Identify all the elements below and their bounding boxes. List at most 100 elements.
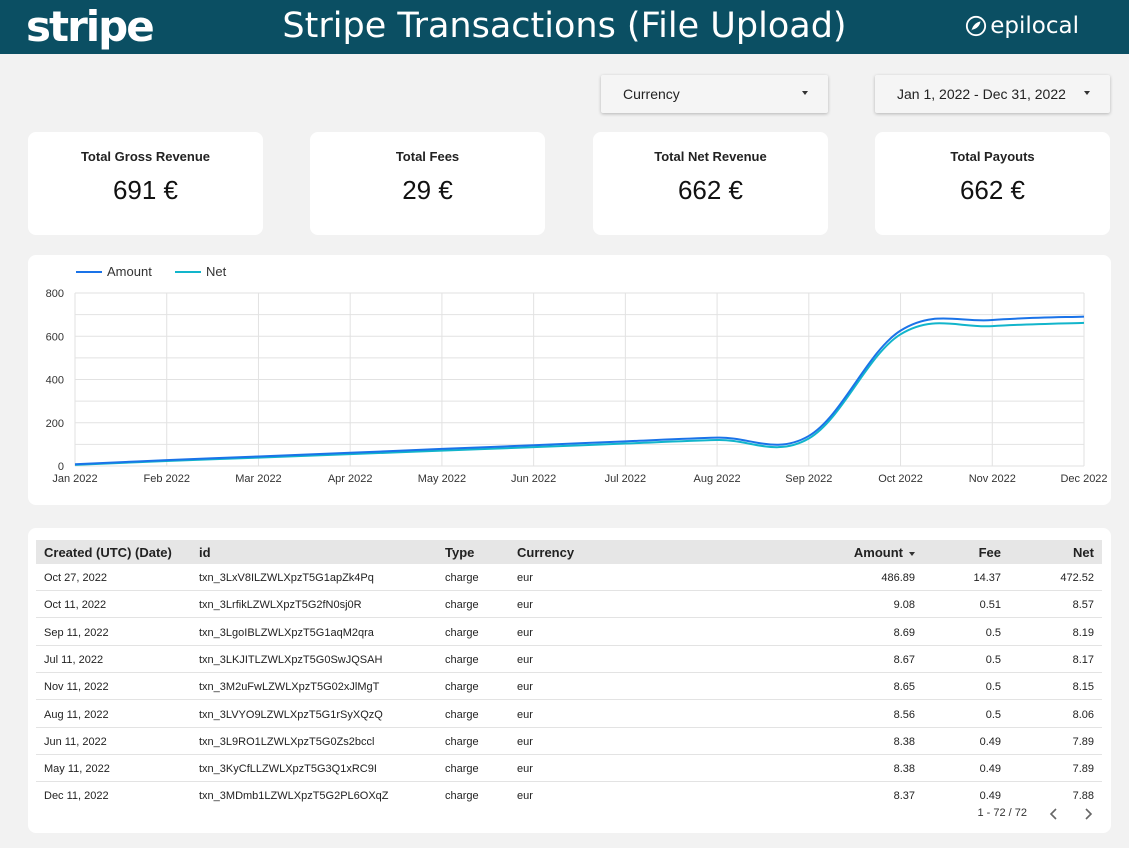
kpi-card-gross-revenue: Total Gross Revenue 691 €: [28, 132, 263, 235]
cell-net: 472.52: [1060, 572, 1094, 584]
table-row[interactable]: Oct 27, 2022 txn_3LxV8ILZWLXpzT5G1apZk4Pq…: [36, 564, 1102, 591]
cell-fee: 0.49: [979, 763, 1001, 776]
cell-fee: 0.5: [985, 626, 1001, 639]
cell-type: charge: [445, 572, 479, 584]
column-header-currency[interactable]: Currency: [517, 545, 575, 560]
column-header-date[interactable]: Created (UTC) (Date): [44, 545, 172, 560]
cell-net: 8.19: [1072, 626, 1094, 639]
table-row[interactable]: Dec 11, 2022 txn_3MDmb1LZWLXpzT5G2PL6OXqZ…: [36, 782, 1102, 802]
table-body: Oct 27, 2022 txn_3LxV8ILZWLXpzT5G1apZk4Pq…: [36, 564, 1102, 802]
cell-currency: eur: [517, 790, 533, 802]
pagination-label: 1 - 72 / 72: [977, 807, 1027, 819]
cell-type: charge: [445, 681, 479, 694]
kpi-value: 662 €: [677, 175, 744, 205]
page-title: Stripe Transactions (File Upload): [282, 6, 847, 46]
table-header: Created (UTC) (Date) id Type Currency Am…: [36, 540, 1102, 564]
x-tick-label: Dec 2022: [1060, 473, 1107, 485]
y-tick-label: 0: [58, 461, 64, 473]
cell-currency: eur: [517, 599, 533, 612]
series-line-net: [74, 321, 1085, 466]
column-header-type[interactable]: Type: [445, 545, 475, 560]
column-header-id[interactable]: id: [199, 545, 211, 560]
cell-id: txn_3MDmb1LZWLXpzT5G2PL6OXqZ: [199, 790, 389, 802]
y-tick-label: 800: [46, 288, 64, 300]
cell-date: Jun 11, 2022: [44, 735, 107, 748]
cell-fee: 0.51: [979, 599, 1001, 612]
cell-amount: 8.69: [893, 626, 915, 639]
brand-name: epilocal: [990, 13, 1079, 39]
currency-filter-dropdown[interactable]: Currency: [601, 75, 828, 113]
cell-fee: 0.49: [979, 790, 1001, 802]
cell-date: Jul 11, 2022: [44, 653, 104, 666]
date-range-picker[interactable]: Jan 1, 2022 - Dec 31, 2022: [875, 75, 1110, 113]
kpi-label: Total Net Revenue: [654, 149, 767, 164]
cell-amount: 8.56: [893, 708, 915, 721]
kpi-card-payouts: Total Payouts 662 €: [875, 132, 1110, 235]
transactions-table-panel: Created (UTC) (Date) id Type Currency Am…: [28, 528, 1111, 833]
table-row[interactable]: Aug 11, 2022 txn_3LVYO9LZWLXpzT5G1rSyXQzQ…: [36, 701, 1102, 728]
cell-date: May 11, 2022: [44, 763, 110, 776]
cell-type: charge: [445, 599, 479, 612]
legend-label: Net: [206, 264, 227, 279]
table-row[interactable]: Nov 11, 2022 txn_3M2uFwLZWLXpzT5G02xJlMgT…: [36, 673, 1102, 701]
cell-net: 8.06: [1072, 708, 1094, 721]
legend-label: Amount: [107, 264, 152, 279]
table-row[interactable]: May 11, 2022 txn_3KyCfLLZWLXpzT5G3Q1xRC9I…: [36, 755, 1102, 783]
cell-currency: eur: [517, 735, 533, 748]
revenue-line-chart-panel: 0 200 400 600 800 Jan 2022 Feb 2022 Mar 2022 Apr…: [28, 255, 1111, 505]
cell-fee: 0.49: [979, 735, 1001, 748]
sort-desc-icon: [909, 551, 915, 556]
kpi-label: Total Fees: [395, 149, 460, 164]
kpi-label: Total Gross Revenue: [80, 149, 211, 164]
column-header-amount-label: Amount: [853, 545, 903, 560]
cell-id: txn_3LrfikLZWLXpzT5G2fN0sj0R: [199, 599, 362, 612]
cell-amount: 8.38: [893, 735, 915, 748]
y-tick-label: 600: [46, 331, 64, 343]
kpi-value: 662 €: [959, 175, 1026, 205]
cell-id: txn_3M2uFwLZWLXpzT5G02xJlMgT: [199, 681, 380, 694]
cell-currency: eur: [517, 708, 533, 721]
x-tick-label: Oct 2022: [878, 473, 923, 485]
table-row[interactable]: Jun 11, 2022 txn_3L9RO1LZWLXpzT5G0Zs2bccl…: [36, 728, 1102, 755]
cell-type: charge: [445, 763, 479, 776]
table-row[interactable]: Jul 11, 2022 txn_3LKJITLZWLXpzT5G0SwJQSAH…: [36, 646, 1102, 673]
date-range-label: Jan 1, 2022 - Dec 31, 2022: [897, 86, 1066, 102]
column-header-net[interactable]: Net: [1073, 545, 1094, 560]
x-tick-label: Mar 2022: [235, 473, 281, 485]
x-tick-label: Nov 2022: [969, 473, 1016, 485]
chevron-left-icon[interactable]: [1047, 806, 1061, 822]
x-tick-label: Jul 2022: [605, 473, 647, 485]
cell-date: Nov 11, 2022: [44, 681, 109, 694]
y-tick-label: 400: [46, 375, 64, 387]
cell-net: 7.89: [1072, 735, 1094, 748]
cell-date: Oct 27, 2022: [44, 572, 107, 584]
epilocal-leaf-icon: [966, 15, 987, 37]
table-row[interactable]: Oct 11, 2022 txn_3LrfikLZWLXpzT5G2fN0sj0R…: [36, 591, 1102, 619]
cell-currency: eur: [517, 681, 533, 694]
cell-currency: eur: [517, 763, 533, 776]
cell-type: charge: [445, 653, 479, 666]
x-tick-label: Aug 2022: [694, 473, 741, 485]
cell-amount: 9.08: [893, 599, 915, 612]
cell-id: txn_3KyCfLLZWLXpzT5G3Q1xRC9I: [199, 763, 377, 776]
table-row[interactable]: Sep 11, 2022 txn_3LgoIBLZWLXpzT5G1aqM2qra…: [36, 619, 1102, 646]
cell-date: Oct 11, 2022: [44, 599, 107, 612]
cell-date: Dec 11, 2022: [44, 790, 109, 802]
cell-type: charge: [445, 708, 479, 721]
kpi-label: Total Payouts: [950, 149, 1035, 164]
cell-net: 8.17: [1072, 653, 1094, 666]
cell-id: txn_3LVYO9LZWLXpzT5G1rSyXQzQ: [199, 708, 383, 721]
cell-type: charge: [445, 735, 479, 748]
column-header-fee[interactable]: Fee: [978, 545, 1001, 560]
stripe-logo: stripe: [26, 2, 155, 51]
cell-net: 8.15: [1072, 681, 1094, 694]
column-header-amount[interactable]: Amount: [854, 545, 915, 560]
cell-date: Sep 11, 2022: [44, 626, 109, 639]
x-tick-label: Feb 2022: [143, 473, 189, 485]
cell-net: 7.88: [1072, 790, 1094, 802]
cell-date: Aug 11, 2022: [44, 708, 109, 721]
epilocal-logo: epilocal: [965, 13, 1079, 39]
chevron-right-icon[interactable]: [1081, 806, 1095, 822]
kpi-value: 691 €: [112, 175, 179, 205]
chevron-down-icon: [1084, 91, 1090, 95]
